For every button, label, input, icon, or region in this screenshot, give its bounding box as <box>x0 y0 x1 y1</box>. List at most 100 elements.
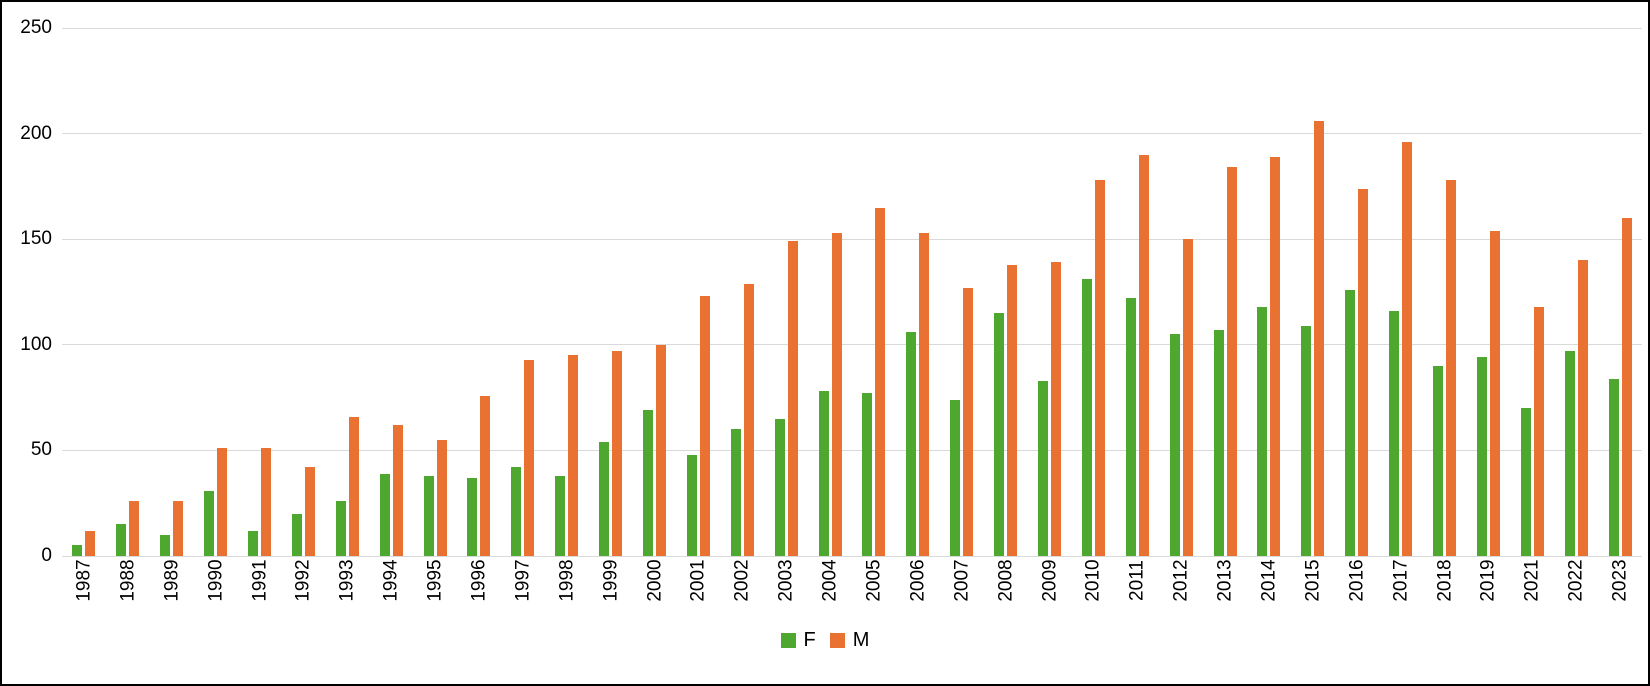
bar-1988-M <box>129 501 140 556</box>
legend-swatch-f-icon <box>780 633 796 648</box>
bar-2003-F <box>774 418 785 556</box>
y-tick-label-200: 200 <box>20 122 52 144</box>
bar-2015-M <box>1314 120 1325 556</box>
bar-2000-M <box>656 344 666 556</box>
bar-2005-M <box>875 207 886 556</box>
x-tick-label-1993: 1993 <box>336 559 358 602</box>
bar-2001-M <box>699 296 710 556</box>
bar-1987-M <box>85 530 96 556</box>
plot-area <box>62 27 1642 557</box>
gridline-250 <box>62 27 1642 29</box>
bar-2023-F <box>1608 378 1619 556</box>
x-tick-label-2022: 2022 <box>1565 559 1587 602</box>
x-tick-label-2008: 2008 <box>995 559 1017 602</box>
bar-1992-M <box>304 467 315 556</box>
bar-1989-F <box>160 534 171 556</box>
bar-1998-F <box>555 475 566 556</box>
x-tick-label-2019: 2019 <box>1477 559 1499 602</box>
bar-1992-F <box>291 513 302 556</box>
legend-label-f: F <box>803 629 816 651</box>
bar-1998-M <box>568 355 579 556</box>
bar-2003-M <box>787 241 798 556</box>
x-tick-label-2013: 2013 <box>1214 559 1236 602</box>
x-tick-label-1997: 1997 <box>512 559 534 602</box>
bar-2014-M <box>1270 156 1281 556</box>
bar-1999-F <box>599 441 610 556</box>
bar-2009-M <box>1051 262 1061 556</box>
bar-2011-F <box>1125 298 1136 556</box>
bar-2008-F <box>994 313 1005 556</box>
x-tick-label-1998: 1998 <box>556 559 578 602</box>
bar-2018-F <box>1433 365 1443 556</box>
bar-2010-M <box>1094 180 1105 556</box>
bar-2023-M <box>1621 218 1632 556</box>
gridline-100 <box>62 344 1642 346</box>
gridline-200 <box>62 133 1642 135</box>
bar-2006-M <box>919 232 930 556</box>
y-tick-label-150: 150 <box>20 228 52 250</box>
x-tick-label-2000: 2000 <box>644 559 665 602</box>
x-tick-label-1994: 1994 <box>380 559 402 602</box>
gridline-50 <box>62 449 1642 451</box>
bar-1988-F <box>116 524 127 556</box>
bar-1996-M <box>480 395 491 556</box>
bar-2004-M <box>831 232 842 556</box>
bar-2000-F <box>643 410 653 556</box>
x-tick-label-2017: 2017 <box>1390 559 1412 602</box>
bar-2016-M <box>1358 188 1369 556</box>
bar-2010-F <box>1081 279 1092 556</box>
x-tick-label-1990: 1990 <box>205 559 227 602</box>
bar-2014-F <box>1257 306 1268 556</box>
x-tick-label-2007: 2007 <box>951 559 973 602</box>
x-tick-label-2004: 2004 <box>819 559 841 602</box>
bar-2001-F <box>686 454 697 556</box>
bar-2004-F <box>818 391 829 556</box>
y-tick-label-250: 250 <box>20 17 52 38</box>
x-tick-label-1987: 1987 <box>73 559 95 602</box>
legend: F M <box>2 629 1648 652</box>
gridline-150 <box>62 238 1642 240</box>
legend-swatch-m-icon <box>829 633 845 648</box>
x-tick-label-1989: 1989 <box>161 559 183 602</box>
x-tick-label-2018: 2018 <box>1434 559 1455 602</box>
bar-2006-F <box>906 332 917 556</box>
legend-item-m: M <box>829 629 869 652</box>
y-tick-label-50: 50 <box>30 439 52 461</box>
bar-2002-M <box>743 283 754 556</box>
bar-1997-M <box>524 359 535 556</box>
legend-item-f: F <box>780 629 816 652</box>
bar-2012-F <box>1169 334 1180 556</box>
bar-2013-F <box>1213 330 1224 556</box>
x-tick-label-1991: 1991 <box>249 559 270 602</box>
x-tick-label-2016: 2016 <box>1346 559 1368 602</box>
x-tick-label-2006: 2006 <box>907 559 929 602</box>
bar-2021-F <box>1520 408 1531 556</box>
bar-2011-M <box>1138 154 1149 556</box>
bar-2018-M <box>1446 180 1456 556</box>
bar-2013-M <box>1226 167 1237 556</box>
bar-1987-F <box>72 545 83 556</box>
x-tick-label-2010: 2010 <box>1082 559 1104 602</box>
x-tick-label-2014: 2014 <box>1258 559 1280 602</box>
x-tick-label-2003: 2003 <box>775 559 797 602</box>
bar-2009-F <box>1038 380 1048 556</box>
bar-1995-M <box>436 439 447 556</box>
bar-1999-M <box>612 351 623 556</box>
bar-2017-M <box>1402 142 1413 556</box>
bar-1995-F <box>423 475 434 556</box>
x-tick-label-2021: 2021 <box>1521 559 1543 602</box>
bar-1996-F <box>467 477 478 556</box>
bar-2008-M <box>1007 264 1018 556</box>
bar-1994-M <box>392 425 403 556</box>
bar-1993-F <box>335 501 346 556</box>
gridline-0 <box>62 555 1642 557</box>
bar-1990-M <box>217 448 228 556</box>
bar-1990-F <box>204 490 215 556</box>
bar-2005-F <box>862 393 873 556</box>
bar-2017-F <box>1389 311 1400 556</box>
y-tick-label-0: 0 <box>41 545 52 566</box>
bar-1991-M <box>261 448 271 556</box>
x-tick-label-2012: 2012 <box>1170 559 1192 602</box>
bar-1991-F <box>248 530 258 556</box>
